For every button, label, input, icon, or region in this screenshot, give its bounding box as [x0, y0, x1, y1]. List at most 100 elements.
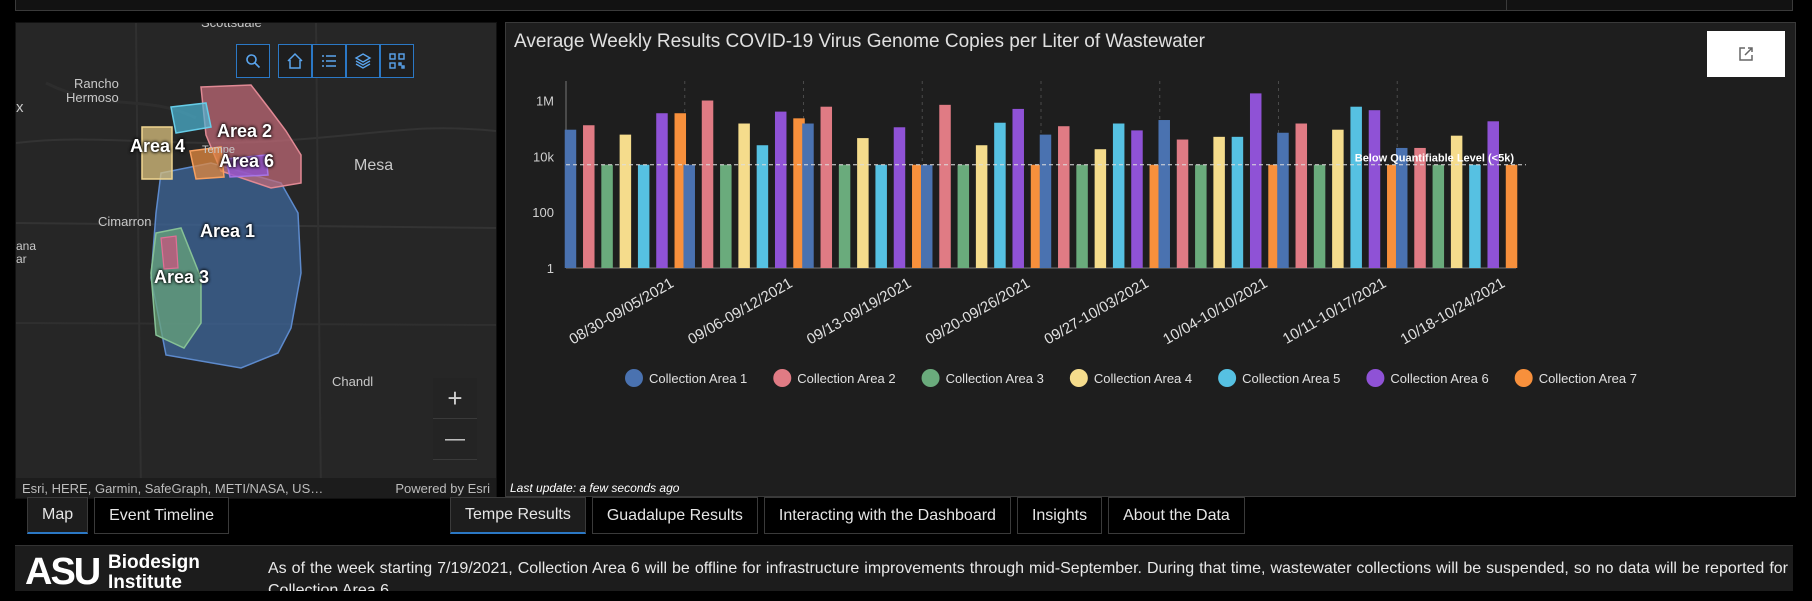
bar	[1469, 164, 1481, 268]
bar	[920, 164, 933, 268]
tab-guadalupe-results[interactable]: Guadalupe Results	[591, 497, 758, 534]
x-tick-label: 09/27-10/03/2021	[1041, 275, 1151, 349]
bar	[1505, 164, 1518, 268]
asu-logo-mark: ASU	[25, 551, 101, 591]
map-panel[interactable]: Scottsdale Rancho Hermoso Mesa Cimarron …	[15, 22, 497, 499]
legend-swatch	[921, 369, 940, 387]
x-tick-label: 10/18-10/24/2021	[1398, 275, 1508, 349]
tab-about-the-data[interactable]: About the Data	[1108, 497, 1245, 534]
bar	[1158, 120, 1170, 268]
bar	[1039, 134, 1052, 268]
legend-label: Collection Area 7	[1539, 371, 1637, 386]
x-tick-label: 08/30-09/05/2021	[566, 275, 676, 349]
bar	[975, 145, 988, 268]
x-tick-label: 10/11-10/17/2021	[1280, 275, 1389, 348]
map-search-group	[236, 44, 270, 78]
tab-interacting-with-dashboard[interactable]: Interacting with the Dashboard	[763, 497, 1011, 534]
chart-panel: 1 100 10k 1M 08/30-09/05/2021 09/06-09/12/202…	[505, 22, 1796, 497]
expand-icon[interactable]	[1707, 31, 1785, 77]
bar	[583, 125, 595, 268]
tab-tempe-results[interactable]: Tempe Results	[450, 497, 586, 534]
y-tick-label: 100	[532, 205, 554, 220]
bar	[1414, 147, 1426, 268]
bar	[683, 164, 695, 268]
place-hermoso: Hermoso	[66, 90, 119, 105]
area-label-6[interactable]: Area 6	[219, 151, 275, 171]
powered-by-esri[interactable]: Powered by Esri	[395, 480, 490, 496]
tab-insights[interactable]: Insights	[1016, 497, 1103, 534]
zoom-out-button[interactable]: —	[433, 419, 477, 460]
bar	[1395, 147, 1408, 268]
search-icon[interactable]	[236, 44, 270, 78]
bar	[1432, 164, 1445, 268]
bar	[1332, 129, 1344, 268]
bar	[1350, 106, 1362, 269]
bar	[1313, 164, 1326, 268]
place-partial-ana: ana	[16, 239, 37, 253]
bar	[1368, 110, 1381, 268]
bar	[701, 100, 714, 268]
legend-list-icon[interactable]	[312, 44, 346, 78]
bar	[656, 113, 668, 268]
bar	[893, 127, 906, 268]
tab-event-timeline[interactable]: Event Timeline	[94, 497, 230, 534]
legend-label: Collection Area 5	[1242, 371, 1340, 386]
legend-label: Collection Area 4	[1094, 371, 1192, 386]
legend-swatch	[1218, 369, 1237, 387]
bar	[912, 164, 924, 268]
top-strip-divider	[1506, 0, 1507, 10]
map-widget-toolbar	[278, 44, 414, 78]
legend-label: Collection Area 3	[946, 371, 1044, 386]
place-rancho: Rancho	[74, 76, 119, 91]
place-scottsdale: Scottsdale	[201, 22, 262, 30]
bar	[738, 123, 750, 268]
home-icon[interactable]	[278, 44, 312, 78]
area-label-1[interactable]: Area 1	[200, 221, 256, 241]
bar	[1450, 135, 1463, 268]
map-attribution: Esri, HERE, Garmin, SafeGraph, METI/NASA…	[16, 478, 496, 498]
banner-message: As of the week starting 7/19/2021, Colle…	[268, 560, 1788, 591]
place-partial-ar: ar	[16, 252, 27, 266]
right-tabbar: Tempe Results Guadalupe Results Interact…	[450, 497, 1251, 534]
place-partial-x: x	[16, 99, 24, 116]
area-label-2[interactable]: Area 2	[217, 121, 273, 141]
basemap	[16, 23, 496, 498]
legend-swatch	[1069, 369, 1088, 387]
tab-map[interactable]: Map	[27, 497, 89, 534]
bar	[1231, 136, 1244, 268]
x-tick-label: 09/20-09/26/2021	[923, 275, 1033, 349]
bar	[674, 113, 687, 268]
bar-chart: 1 100 10k 1M 08/30-09/05/2021 09/06-09/12/202…	[532, 81, 1637, 387]
x-tick-label: 09/06-09/12/2021	[685, 275, 795, 349]
bar	[756, 145, 769, 268]
bar	[875, 164, 887, 268]
attribution-text[interactable]: Esri, HERE, Garmin, SafeGraph, METI/NASA…	[22, 480, 324, 496]
bar	[802, 123, 814, 268]
x-tick-label: 09/13-09/19/2021	[804, 275, 914, 349]
qr-code-icon[interactable]	[380, 44, 414, 78]
layers-icon[interactable]	[346, 44, 380, 78]
top-strip	[15, 0, 1793, 11]
logo-text: Biodesign Institute	[108, 553, 200, 592]
legend-swatch	[1514, 369, 1533, 387]
last-update: Last update: a few seconds ago	[510, 481, 680, 495]
y-tick-label: 10k	[533, 149, 554, 164]
bar	[939, 104, 951, 269]
bar	[1058, 126, 1070, 269]
zoom-control: + —	[433, 378, 477, 460]
place-tempe: Tempe	[202, 144, 236, 156]
bar	[857, 138, 869, 268]
bar	[1277, 132, 1289, 268]
place-cimarron: Cimarron	[98, 214, 152, 229]
bar	[1131, 130, 1143, 268]
bar	[1176, 139, 1189, 268]
bar	[1149, 164, 1162, 268]
bar	[774, 111, 787, 268]
bar	[838, 164, 851, 268]
area-label-3[interactable]: Area 3	[154, 267, 210, 287]
bar	[1268, 164, 1280, 268]
place-chandler: Chandl	[332, 374, 374, 389]
zoom-in-button[interactable]: +	[433, 378, 477, 419]
bar	[1249, 93, 1262, 268]
area-label-4[interactable]: Area 4	[130, 136, 186, 156]
